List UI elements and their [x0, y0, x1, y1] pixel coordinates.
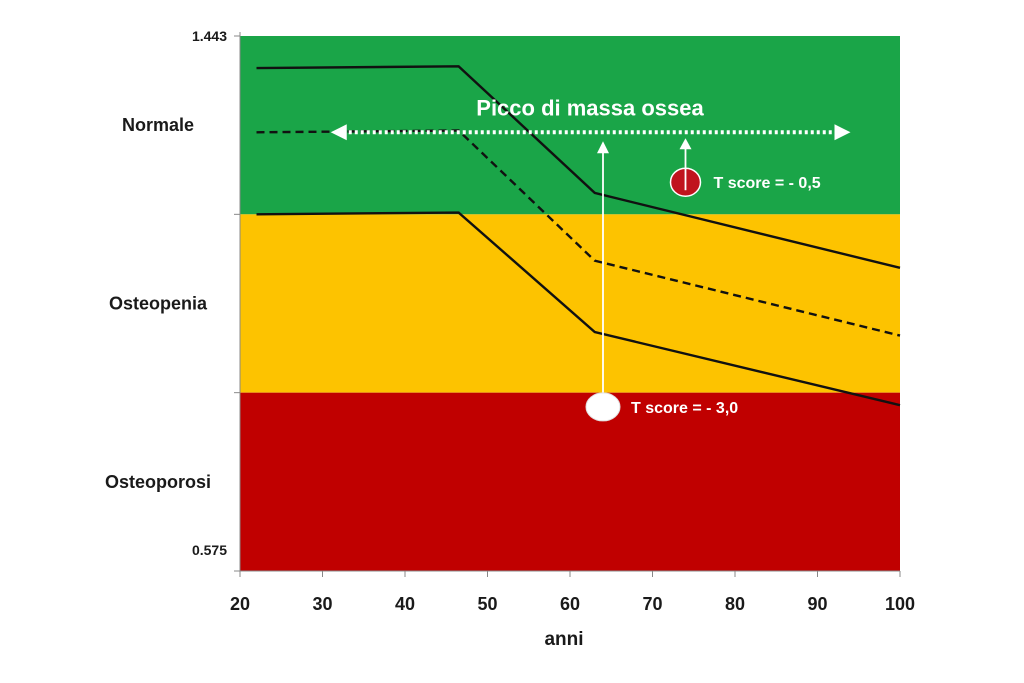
- peak-arrowhead-left: [330, 124, 347, 141]
- t-score-high-arrowhead: [679, 138, 692, 150]
- axes-layer: 20 30 40 50 60 70 80 90 100: [230, 32, 915, 614]
- x-tick-label: 70: [642, 594, 662, 614]
- y-axis-bottom-label: 0.575: [192, 542, 227, 558]
- t-score-high-label: T score = - 0,5: [714, 175, 821, 192]
- zone-band-osteoporosi: [240, 392, 900, 571]
- y-axis-top-label: 1.443: [192, 28, 227, 44]
- zone-label-normale: Normale: [122, 115, 194, 135]
- x-tick-label: 90: [807, 594, 827, 614]
- series-layer: [256, 65, 901, 407]
- x-tick-label: 30: [312, 594, 332, 614]
- series-line-1-solid: [256, 65, 901, 269]
- zone-band-normale: [240, 36, 900, 215]
- series-line-2-dashed: [256, 129, 901, 337]
- x-axis-label: anni: [544, 629, 583, 650]
- peak-arrowhead-right: [834, 124, 851, 141]
- x-tick-label: 40: [395, 594, 415, 614]
- zone-band-osteopenia: [240, 214, 900, 393]
- zones-layer: Normale Osteopenia Osteoporosi: [105, 36, 900, 571]
- zone-label-osteoporosi: Osteoporosi: [105, 472, 211, 492]
- x-tick-label: 20: [230, 594, 250, 614]
- t-score-low-arrowhead: [597, 141, 609, 154]
- x-tick-label: 60: [560, 594, 580, 614]
- t-score-low-marker: [585, 392, 621, 422]
- x-tick-label: 50: [477, 594, 497, 614]
- peak-bone-mass-label: Picco di massa ossea: [476, 95, 704, 120]
- x-tick-label: 100: [885, 594, 915, 614]
- zone-label-osteopenia: Osteopenia: [109, 294, 208, 314]
- annotations-layer: Picco di massa ossea T score = - 0,5 T sco…: [330, 95, 851, 422]
- x-tick-label: 80: [725, 594, 745, 614]
- t-score-low-label: T score = - 3,0: [631, 400, 738, 417]
- series-line-3-solid: [256, 211, 901, 407]
